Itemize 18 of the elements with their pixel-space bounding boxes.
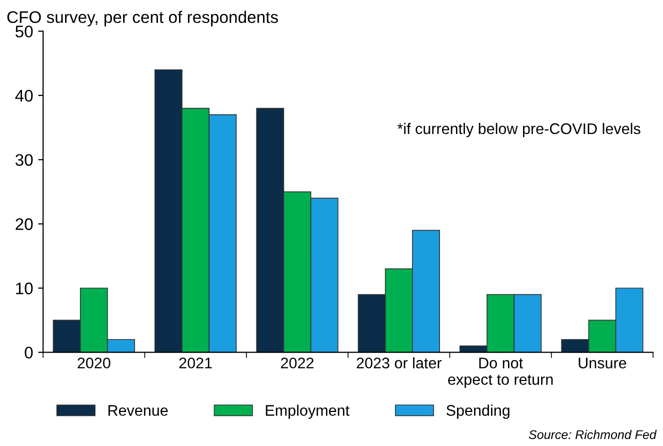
y-tick-label: 50 bbox=[16, 26, 33, 38]
source-note: Source: Richmond Fed bbox=[528, 430, 657, 440]
y-tick-label: 0 bbox=[24, 346, 33, 359]
x-tick-label: Do not expect to return bbox=[448, 358, 553, 388]
y-tick-label: 40 bbox=[15, 90, 33, 102]
x-tick-label: 2021 bbox=[179, 358, 212, 368]
y-tick-label: 20 bbox=[16, 218, 33, 230]
x-tick-label: 2022 bbox=[281, 358, 314, 368]
x-tick-label: Unsure bbox=[578, 358, 626, 368]
annotation: *if currently below pre-COVID levels bbox=[397, 122, 640, 138]
legend-label: Revenue bbox=[108, 405, 168, 416]
y-tick-label: 10 bbox=[16, 282, 33, 294]
x-tick-label: 2020 bbox=[78, 358, 110, 368]
x-tick-label: 2023 or later bbox=[356, 357, 442, 368]
legend-label: Spending bbox=[446, 404, 510, 419]
legend-label: Employment bbox=[266, 404, 350, 419]
chart-title: CFO survey, per cent of respondents bbox=[7, 10, 278, 26]
y-tick-label: 30 bbox=[15, 154, 33, 166]
